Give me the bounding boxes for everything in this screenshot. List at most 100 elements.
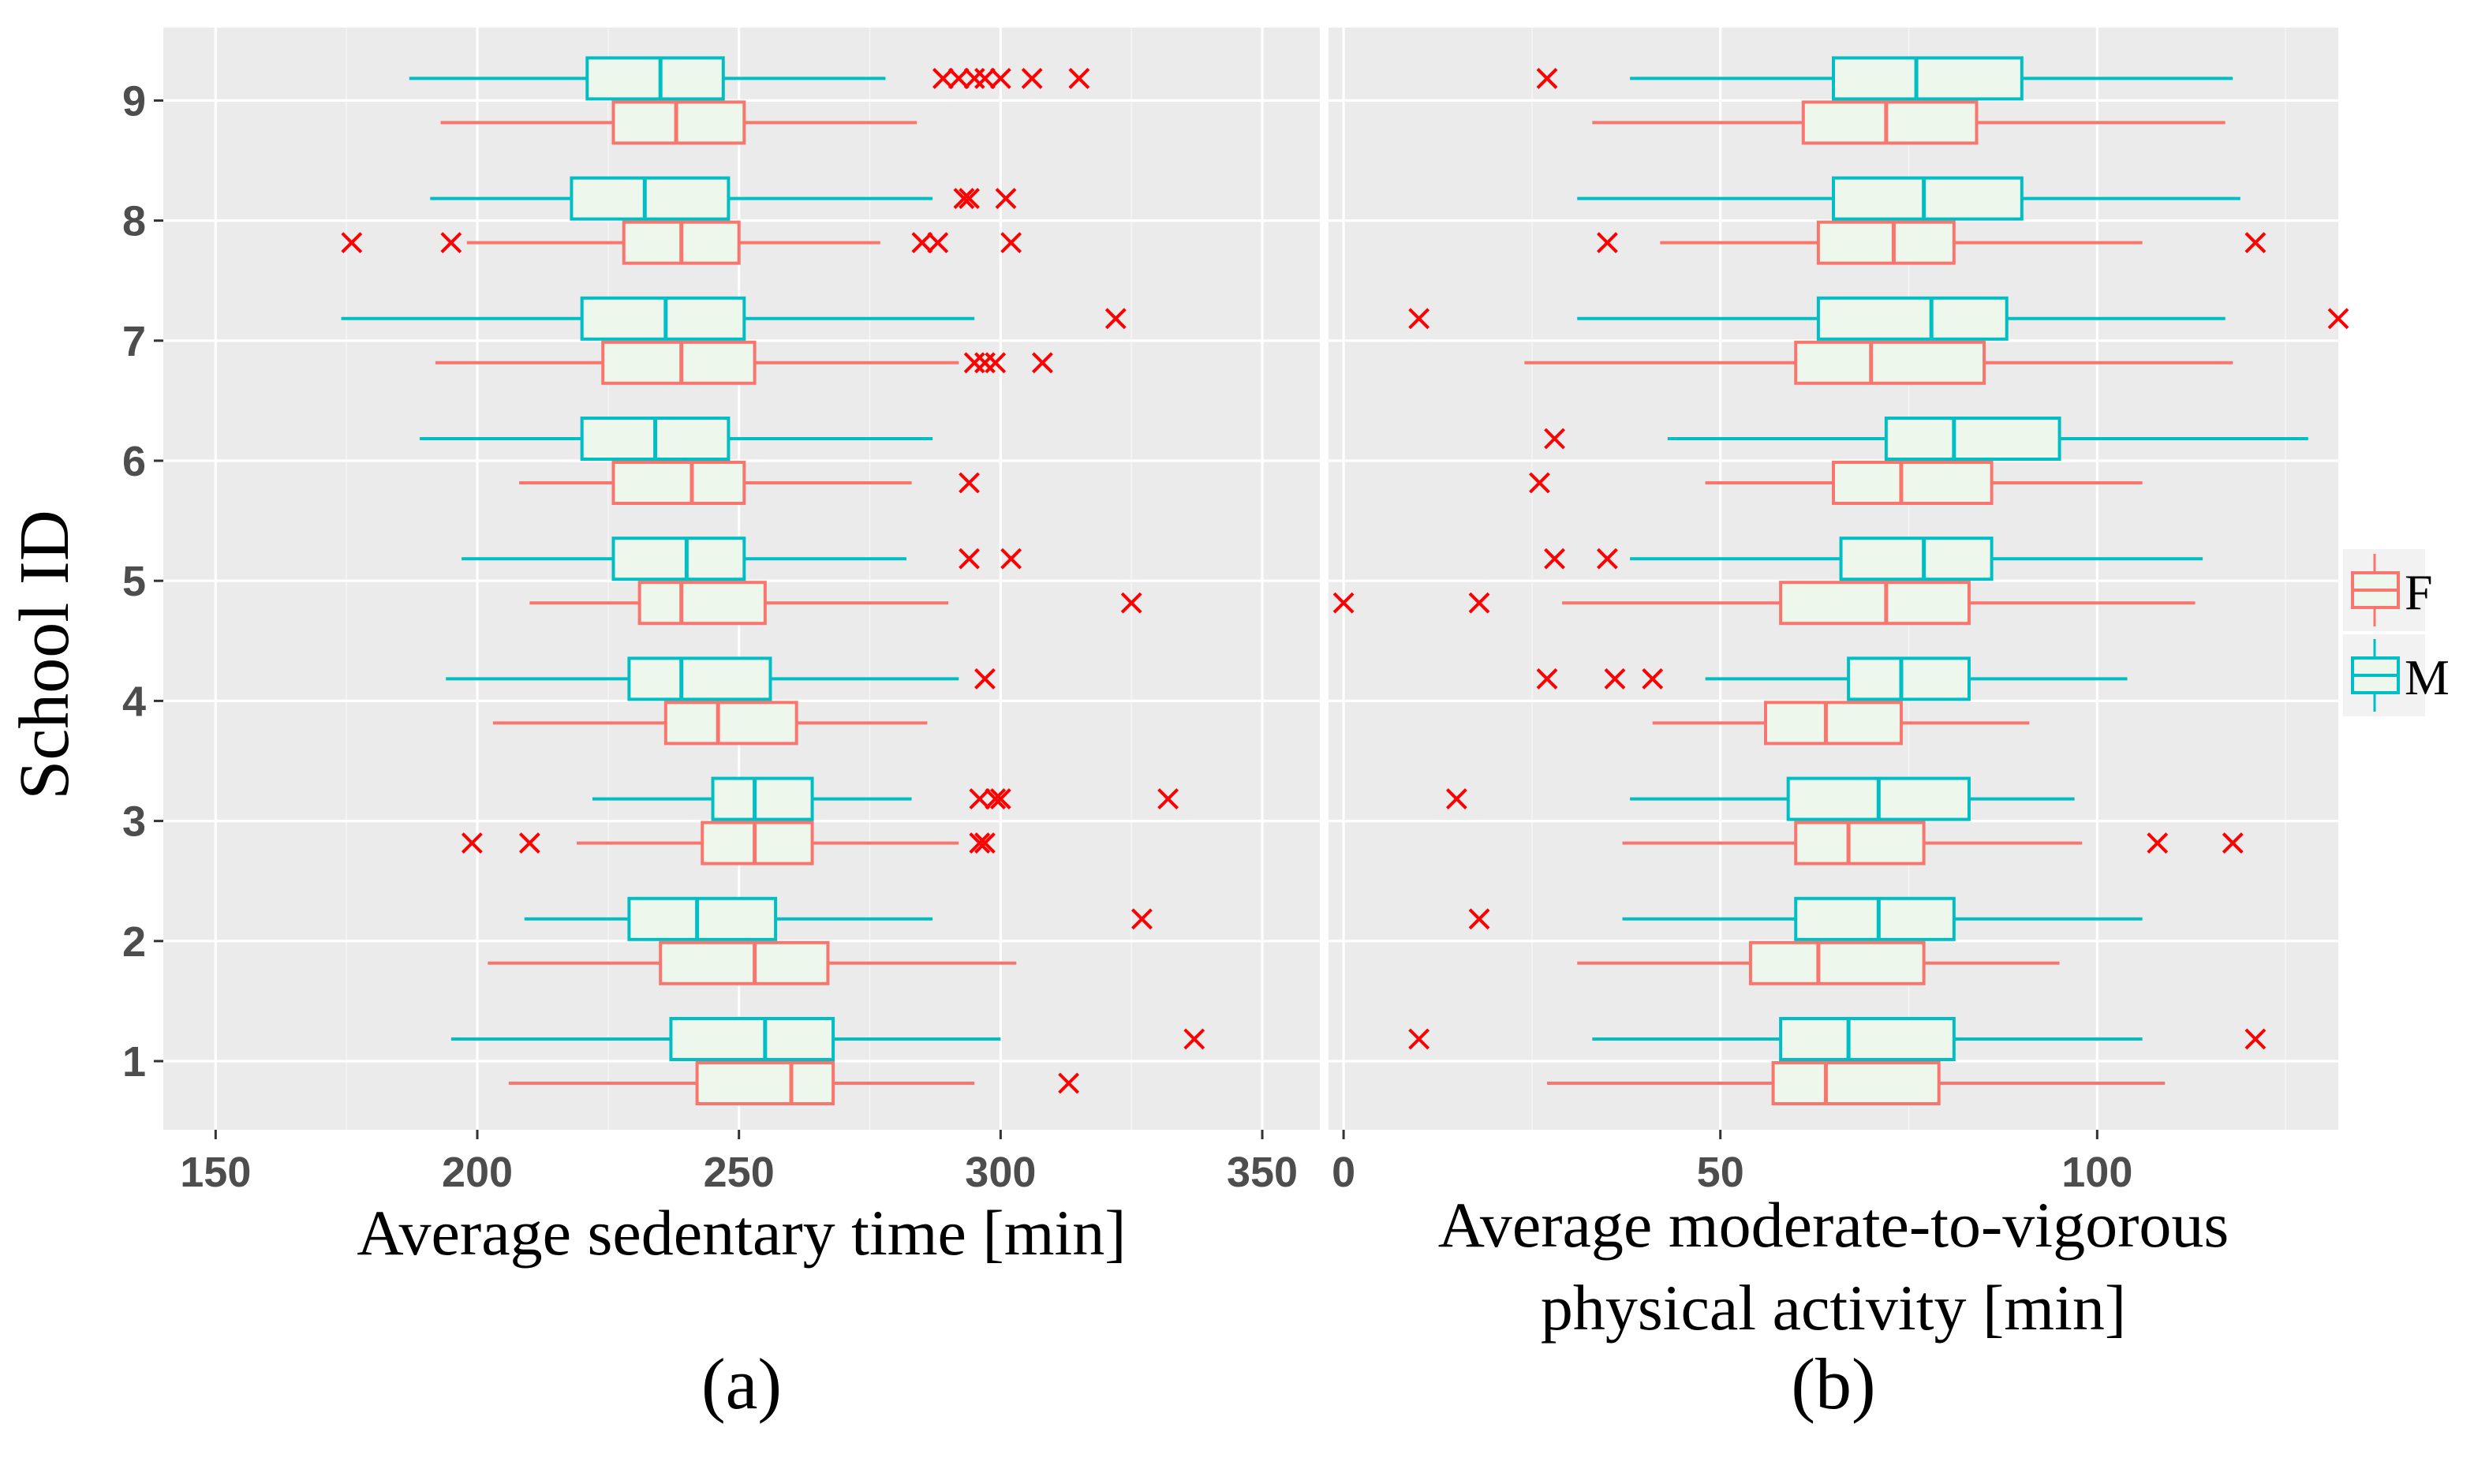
outlier-point [1468, 908, 1490, 930]
iqr-box [1794, 896, 1956, 941]
x-axis-title: Average sedentary time [min] [357, 1197, 1126, 1269]
iqr-box [659, 940, 830, 985]
outlier-stroke [2244, 1028, 2267, 1050]
outlier-stroke [1544, 548, 1565, 570]
box-M-school-1 [1408, 1017, 2267, 1061]
box-M-school-6 [420, 417, 933, 461]
outlier-point [927, 232, 949, 254]
iqr-box [611, 100, 746, 145]
outlier-stroke [1642, 667, 1664, 690]
outlier-point [1157, 788, 1179, 810]
box-F-school-9 [440, 100, 917, 145]
box-M-school-4 [446, 656, 996, 701]
outlier-stroke [1408, 308, 1430, 330]
outlier-point [2244, 232, 2267, 254]
outlier-stroke [1183, 1028, 1205, 1050]
legend-entry-M: M [2343, 634, 2450, 716]
iqr-box [585, 56, 725, 101]
outlier-point [2147, 832, 2169, 854]
outlier-point [1544, 548, 1565, 570]
outlier-point [1068, 67, 1090, 89]
outlier-stroke [341, 232, 363, 254]
x-tick-label: 300 [965, 1149, 1036, 1196]
box-F-school-8 [341, 220, 1022, 265]
outlier-point [1332, 592, 1355, 614]
box-M-school-1 [450, 1017, 1205, 1061]
iqr-box [1832, 461, 1994, 505]
box-M-school-3 [1445, 776, 2075, 821]
iqr-box [1801, 100, 1979, 145]
outlier-point [341, 232, 363, 254]
outlier-stroke [959, 472, 980, 494]
y-tick-label: 9 [122, 77, 146, 125]
box-F-school-2 [1577, 940, 2060, 985]
iqr-box [695, 1061, 835, 1105]
iqr-box [1816, 296, 2009, 341]
outlier-point [953, 188, 975, 210]
outlier-stroke [2327, 308, 2349, 330]
iqr-box [701, 820, 814, 865]
iqr-box [601, 340, 757, 385]
box-F-school-7 [435, 340, 1053, 385]
outlier-stroke [969, 788, 991, 810]
outlier-stroke [440, 232, 462, 254]
box-M-school-5 [1544, 536, 2203, 581]
outlier-point [1032, 352, 1053, 374]
outlier-stroke [932, 67, 954, 89]
outlier-stroke [1536, 67, 1558, 89]
outlier-point [911, 232, 933, 254]
x-tick-label: 100 [2061, 1149, 2132, 1196]
outlier-stroke [1529, 472, 1550, 494]
iqr-box [1771, 1061, 1941, 1105]
iqr-box [611, 461, 746, 505]
outlier-stroke [985, 352, 1007, 374]
outlier-stroke [1131, 908, 1153, 930]
box-M-school-7 [1408, 296, 2349, 341]
outlier-point [989, 788, 1011, 810]
outlier-point [1544, 428, 1565, 450]
outlier-stroke [2147, 832, 2169, 854]
iqr-box [627, 656, 772, 701]
outlier-point [985, 352, 1007, 374]
iqr-box [1748, 940, 1926, 985]
box-F-school-2 [488, 940, 1017, 985]
outlier-stroke [461, 832, 483, 854]
outlier-point [1468, 592, 1490, 614]
outlier-point [1131, 908, 1153, 930]
legend-entry-F: F [2343, 549, 2433, 631]
outlier-stroke [1332, 592, 1355, 614]
outlier-stroke [1021, 67, 1043, 89]
outlier-point [947, 67, 970, 89]
outlier-point [440, 232, 462, 254]
iqr-box [1847, 656, 1971, 701]
iqr-box [1832, 56, 2024, 101]
outlier-stroke [2222, 832, 2244, 854]
outlier-point [1597, 232, 1618, 254]
outlier-point [1058, 1072, 1080, 1094]
box-F-school-5 [1332, 581, 2196, 626]
iqr-box [1832, 176, 2024, 221]
y-tick-label: 3 [122, 798, 146, 846]
outlier-point [1445, 788, 1467, 810]
iqr-box [1764, 701, 1903, 746]
box-M-school-6 [1544, 417, 2308, 461]
outlier-point [1408, 1028, 1430, 1050]
outlier-stroke [1058, 1072, 1080, 1094]
outlier-point [969, 788, 991, 810]
outlier-stroke [985, 788, 1007, 810]
outlier-point [932, 67, 954, 89]
outlier-point [2244, 1028, 2267, 1050]
outlier-point [985, 788, 1007, 810]
x-tick-label: 0 [1332, 1149, 1355, 1196]
iqr-box [1794, 820, 1926, 865]
y-tick-label: 4 [122, 678, 146, 725]
outlier-point [461, 832, 483, 854]
outlier-point [1021, 67, 1043, 89]
y-tick-label: 1 [122, 1038, 146, 1086]
outlier-point [1529, 472, 1550, 494]
outlier-stroke [927, 232, 949, 254]
outlier-point [1597, 548, 1618, 570]
box-F-school-9 [1592, 100, 2225, 145]
box-M-school-5 [462, 536, 1022, 581]
iqr-box [1794, 340, 1986, 385]
